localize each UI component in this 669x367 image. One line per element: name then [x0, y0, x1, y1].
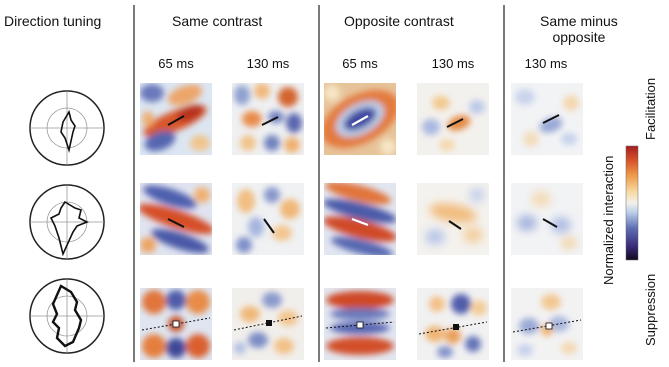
orientation-segment	[167, 115, 185, 126]
dashed-axis	[233, 315, 303, 331]
header-opposite-contrast: Opposite contrast	[344, 13, 454, 29]
heatmap-r1-c5	[511, 83, 583, 155]
tuning-curve-1	[60, 109, 76, 153]
orientation-segment	[448, 220, 462, 230]
heatmap-r1-c3	[324, 83, 396, 155]
heatmap-r1-c4	[417, 83, 489, 155]
orientation-segment	[167, 218, 185, 228]
heatmap-r2-c1	[140, 183, 212, 255]
tuning-curve-2	[49, 200, 89, 257]
heatmap-r1-c1	[140, 83, 212, 155]
orientation-segment	[446, 118, 464, 128]
orientation-segment	[351, 217, 369, 227]
time-label-2: 130 ms	[246, 56, 290, 71]
colorbar-title: Normalized interaction	[601, 155, 616, 285]
heatmap-r1-c2	[232, 83, 304, 155]
column-separators	[133, 5, 505, 362]
center-marker	[545, 322, 553, 330]
header-same-minus-line2: opposite	[552, 29, 606, 45]
heatmap-r3-c1	[140, 288, 212, 360]
colorbar-bottom-label: Suppression	[643, 273, 658, 346]
time-label-4: 130 ms	[431, 56, 475, 71]
dashed-axis	[325, 321, 395, 329]
heatmap-r2-c5	[511, 183, 583, 255]
time-label-1: 65 ms	[158, 56, 194, 71]
center-marker	[453, 324, 459, 330]
polar-plot-row-1	[29, 90, 105, 166]
orientation-segment	[542, 218, 558, 228]
heatmap-r3-c5	[511, 288, 583, 360]
dashed-axis	[418, 321, 488, 335]
header-direction-tuning: Direction tuning	[4, 13, 102, 29]
header-same-minus-line1: Same minus	[540, 13, 618, 29]
heatmap-r2-c3	[324, 183, 396, 255]
heatmap-r3-c2	[232, 288, 304, 360]
center-marker	[172, 320, 180, 328]
center-marker	[356, 321, 364, 329]
orientation-segment	[542, 114, 560, 124]
orientation-segment	[261, 116, 279, 126]
heatmap-r3-c3	[324, 288, 396, 360]
orientation-segment	[351, 115, 369, 126]
heatmap-r3-c4	[417, 288, 489, 360]
polar-plot-row-3	[29, 278, 105, 354]
dashed-axis	[512, 319, 582, 333]
colorbar	[625, 145, 639, 261]
heatmap-r2-c4	[417, 183, 489, 255]
dashed-axis	[141, 317, 211, 331]
polar-plot-row-2	[29, 184, 105, 260]
time-label-5: 130 ms	[524, 56, 568, 71]
tuning-curve-3	[51, 284, 83, 348]
time-label-3: 65 ms	[342, 56, 378, 71]
heatmap-r2-c2	[232, 183, 304, 255]
center-marker	[266, 320, 272, 326]
colorbar-top-label: Facilitation	[643, 77, 658, 140]
orientation-segment	[263, 218, 275, 234]
header-same-minus-opposite: Same minus opposite	[540, 13, 618, 45]
header-same-contrast: Same contrast	[172, 13, 263, 29]
